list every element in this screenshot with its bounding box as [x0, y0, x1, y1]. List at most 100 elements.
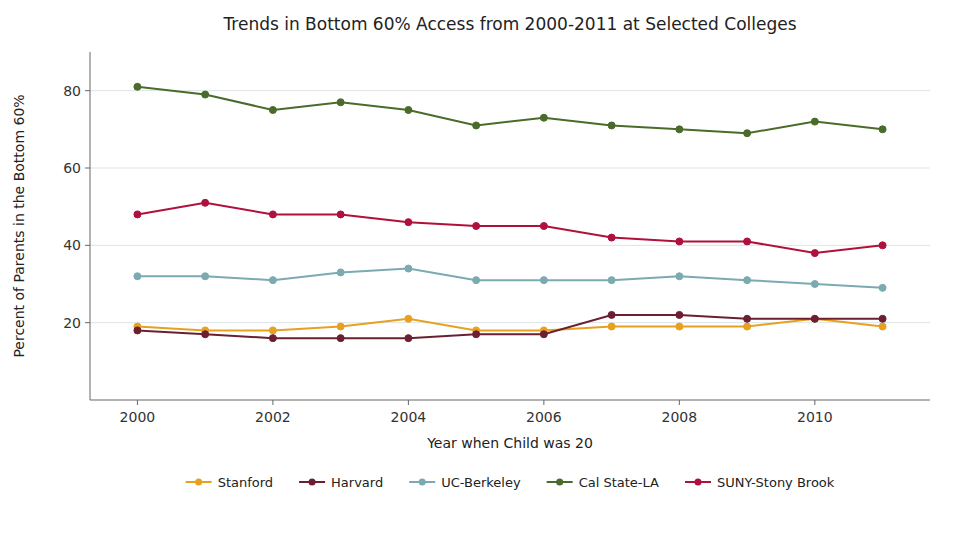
x-tick-label: 2010	[797, 409, 833, 425]
series-marker	[473, 122, 480, 129]
series-marker	[811, 281, 818, 288]
series-marker	[676, 273, 683, 280]
series-marker	[405, 219, 412, 226]
series-marker	[879, 242, 886, 249]
x-tick	[272, 400, 273, 405]
grid-line	[90, 90, 930, 91]
series-marker	[405, 107, 412, 114]
x-tick	[814, 400, 815, 405]
x-tick	[137, 400, 138, 405]
series-marker	[540, 277, 547, 284]
grid-line	[90, 322, 930, 323]
legend-item: Harvard	[299, 475, 383, 490]
x-tick-label: 2006	[526, 409, 562, 425]
x-axis-line	[90, 400, 930, 401]
series-marker	[811, 118, 818, 125]
series-marker	[202, 273, 209, 280]
series-marker	[879, 315, 886, 322]
series	[134, 311, 886, 341]
series-marker	[879, 323, 886, 330]
series-line	[137, 203, 882, 253]
legend-item: UC-Berkeley	[409, 475, 521, 490]
series-marker	[202, 331, 209, 338]
series-marker	[405, 335, 412, 342]
series-marker	[879, 284, 886, 291]
legend: Stanford Harvard UC-Berkeley Cal State-LA SU…	[186, 475, 835, 490]
series-marker	[269, 211, 276, 218]
series-marker	[608, 234, 615, 241]
legend-item: Stanford	[186, 475, 273, 490]
legend-item: Cal State-LA	[547, 475, 659, 490]
x-tick-label: 2008	[662, 409, 698, 425]
chart-container: Trends in Bottom 60% Access from 2000-20…	[0, 0, 960, 540]
series-marker	[811, 315, 818, 322]
y-tick	[85, 168, 90, 169]
series-marker	[337, 323, 344, 330]
series-marker	[676, 323, 683, 330]
series-marker	[134, 83, 141, 90]
series-marker	[473, 277, 480, 284]
plot-area	[134, 83, 886, 341]
legend-swatch-marker	[556, 479, 563, 486]
series-marker	[540, 114, 547, 121]
series-marker	[540, 331, 547, 338]
series-marker	[608, 277, 615, 284]
x-tick	[408, 400, 409, 405]
y-tick-label: 20	[63, 315, 81, 331]
y-tick	[85, 245, 90, 246]
grid	[90, 91, 930, 323]
legend-item: SUNY-Stony Brook	[685, 475, 835, 490]
series	[134, 199, 886, 256]
legend-swatch-marker	[309, 479, 316, 486]
series-marker	[744, 277, 751, 284]
legend-label: SUNY-Stony Brook	[717, 475, 835, 490]
series-marker	[811, 250, 818, 257]
y-tick-label: 60	[63, 160, 81, 176]
y-tick-label: 40	[63, 237, 81, 253]
x-tick-label: 2004	[391, 409, 427, 425]
legend-swatch-marker	[419, 479, 426, 486]
series-line	[137, 319, 882, 331]
y-axis-label: Percent of Parents in the Bottom 60%	[11, 94, 27, 357]
series-marker	[608, 323, 615, 330]
series	[134, 265, 886, 291]
legend-label: UC-Berkeley	[441, 475, 521, 490]
series-marker	[202, 199, 209, 206]
series-marker	[269, 277, 276, 284]
series-marker	[744, 315, 751, 322]
series-marker	[405, 265, 412, 272]
chart-title: Trends in Bottom 60% Access from 2000-20…	[222, 14, 796, 34]
series-marker	[337, 335, 344, 342]
series-line	[137, 269, 882, 288]
series-line	[137, 87, 882, 133]
series-marker	[744, 238, 751, 245]
y-tick	[85, 322, 90, 323]
series-marker	[676, 238, 683, 245]
series-marker	[879, 126, 886, 133]
series-marker	[405, 315, 412, 322]
series-marker	[269, 327, 276, 334]
series-marker	[744, 323, 751, 330]
series-marker	[473, 223, 480, 230]
series-marker	[676, 126, 683, 133]
series-marker	[811, 315, 818, 322]
chart-svg: Trends in Bottom 60% Access from 2000-20…	[0, 0, 960, 540]
x-tick	[679, 400, 680, 405]
series-marker	[269, 107, 276, 114]
legend-swatch-marker	[694, 479, 701, 486]
series-marker	[337, 211, 344, 218]
legend-label: Stanford	[218, 475, 273, 490]
series-line	[137, 315, 882, 338]
series-marker	[337, 269, 344, 276]
x-axis-label: Year when Child was 20	[426, 435, 593, 451]
series-marker	[473, 331, 480, 338]
grid-line	[90, 245, 930, 246]
legend-swatch-marker	[195, 479, 202, 486]
series-marker	[337, 99, 344, 106]
x-tick-label: 2000	[120, 409, 156, 425]
x-tick	[543, 400, 544, 405]
legend-label: Cal State-LA	[579, 475, 659, 490]
series-marker	[676, 311, 683, 318]
series-marker	[134, 327, 141, 334]
x-tick-label: 2002	[255, 409, 291, 425]
